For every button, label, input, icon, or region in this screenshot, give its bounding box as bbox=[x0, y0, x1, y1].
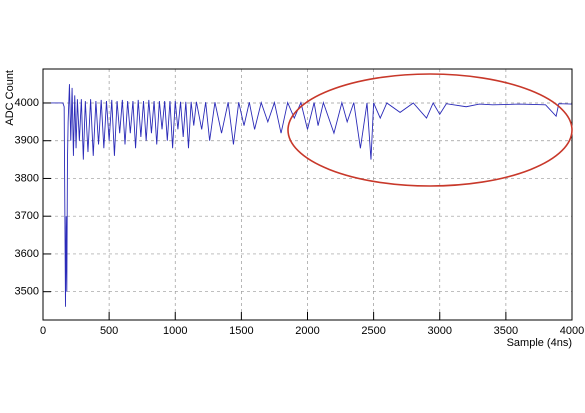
y-tick-label: 4000 bbox=[15, 97, 39, 109]
data-line bbox=[43, 84, 573, 307]
x-tick-label: 2000 bbox=[295, 325, 319, 337]
x-tick-label: 3500 bbox=[494, 325, 518, 337]
y-tick-label: 3500 bbox=[15, 286, 39, 298]
highlight-ellipse bbox=[287, 73, 573, 187]
x-tick-label: 2500 bbox=[361, 325, 385, 337]
x-tick-label: 3000 bbox=[428, 325, 452, 337]
plot bbox=[43, 84, 573, 307]
y-tick-label: 3800 bbox=[15, 172, 39, 184]
x-tick-label: 1500 bbox=[229, 325, 253, 337]
grid bbox=[42, 69, 573, 320]
y-tick-label: 3600 bbox=[15, 248, 39, 260]
y-tick-label: 3900 bbox=[15, 135, 39, 147]
y-tick-label: 3700 bbox=[15, 210, 39, 222]
x-tick-label: 500 bbox=[100, 325, 118, 337]
x-tick-label: 4000 bbox=[560, 325, 584, 337]
y-axis-label: ADC Count bbox=[4, 70, 16, 126]
x-axis-label: Sample (4ns) bbox=[507, 337, 572, 349]
x-tick-label: 1000 bbox=[163, 325, 187, 337]
x-tick-label: 0 bbox=[40, 325, 46, 337]
